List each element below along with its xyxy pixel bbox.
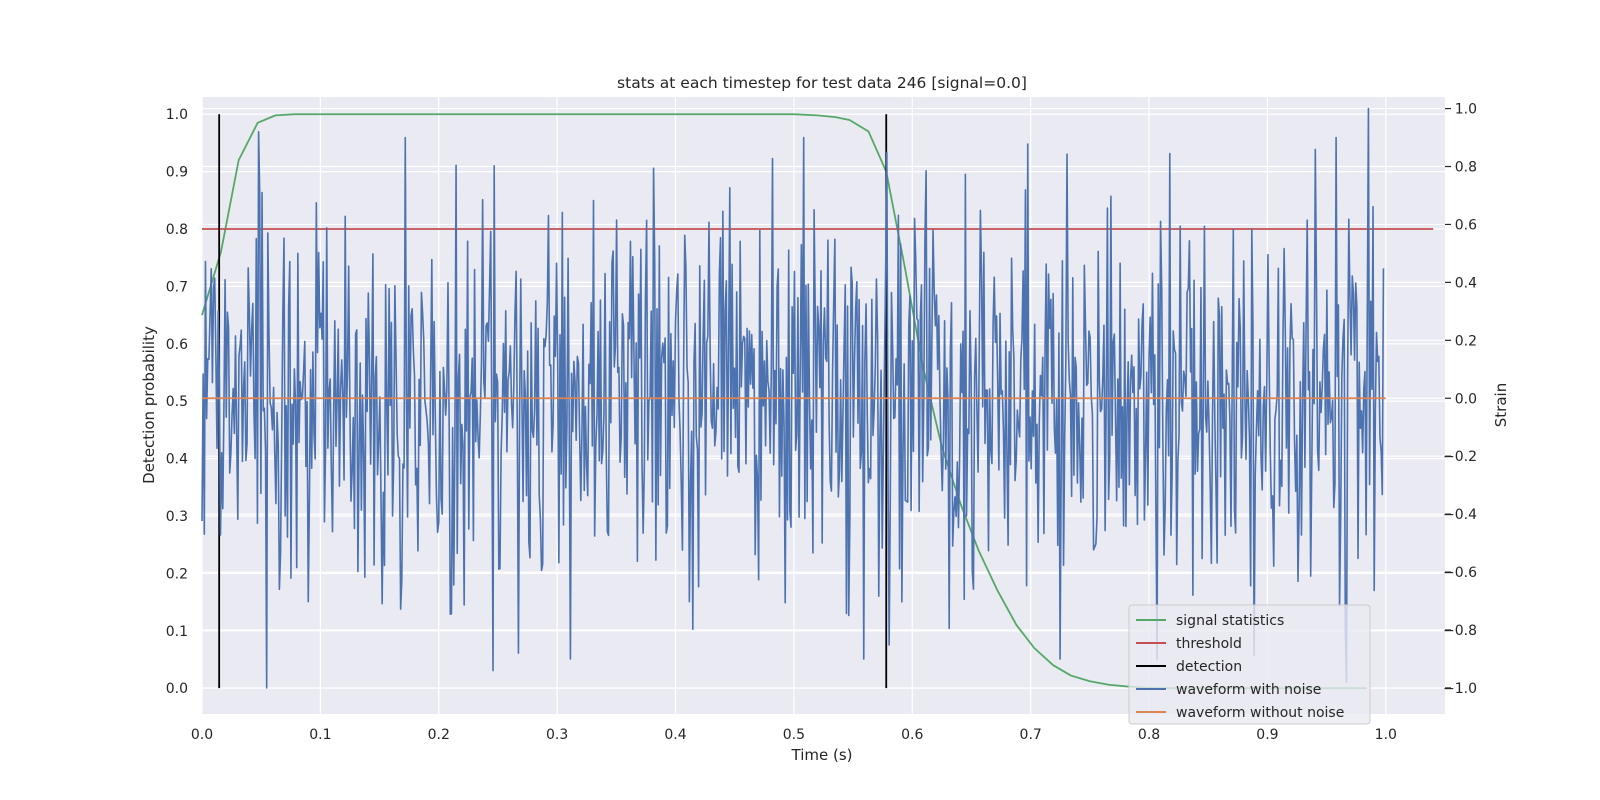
y-tick-label: 0.3 bbox=[166, 509, 188, 525]
x-tick-label: 1.0 bbox=[1375, 727, 1397, 743]
legend-label: waveform without noise bbox=[1176, 705, 1344, 721]
x-axis-label: Time (s) bbox=[791, 746, 853, 764]
x-tick-label: 0.9 bbox=[1256, 727, 1278, 743]
y2-axis-label: Strain bbox=[1492, 383, 1510, 427]
y2-tick-label: 0.2 bbox=[1455, 333, 1477, 349]
y2-tick-label: −1.0 bbox=[1443, 681, 1477, 697]
x-tick-label: 0.5 bbox=[783, 727, 805, 743]
y2-tick-label: 0.0 bbox=[1455, 391, 1477, 407]
y2-tick-label: 0.6 bbox=[1455, 217, 1477, 233]
y-tick-label: 0.0 bbox=[166, 681, 188, 697]
y2-tick-label: 0.4 bbox=[1455, 275, 1477, 291]
x-tick-label: 0.2 bbox=[428, 727, 450, 743]
y-tick-label: 0.5 bbox=[166, 394, 188, 410]
y2-tick-label: −0.8 bbox=[1443, 623, 1477, 639]
x-tick-label: 0.1 bbox=[309, 727, 331, 743]
legend-label: signal statistics bbox=[1176, 613, 1284, 629]
y2-tick-label: −0.2 bbox=[1443, 449, 1477, 465]
series-waveform-with-noise-line bbox=[201, 107, 1385, 689]
x-tick-label: 0.0 bbox=[191, 727, 213, 743]
legend-label: waveform with noise bbox=[1176, 682, 1321, 698]
y-tick-label: 0.7 bbox=[166, 279, 188, 295]
y-tick-label: 0.2 bbox=[166, 566, 188, 582]
y-axis-label: Detection probability bbox=[140, 326, 158, 484]
legend: signal statistics threshold detection wavef… bbox=[1128, 604, 1371, 725]
x-tick-label: 0.3 bbox=[546, 727, 568, 743]
series-layer bbox=[201, 107, 1434, 690]
y-tick-label: 0.8 bbox=[166, 222, 188, 238]
x-tick-label: 0.6 bbox=[901, 727, 923, 743]
y-tick-label: 0.6 bbox=[166, 337, 188, 353]
legend-label: threshold bbox=[1176, 636, 1242, 652]
y2-tick-label: −0.4 bbox=[1443, 507, 1477, 523]
y-tick-label: 0.1 bbox=[166, 624, 188, 640]
y-tick-label: 0.9 bbox=[166, 165, 188, 181]
chart-title: stats at each timestep for test data 246… bbox=[617, 74, 1027, 92]
x-tick-label: 0.4 bbox=[664, 727, 686, 743]
y-tick-label: 1.0 bbox=[166, 107, 188, 123]
legend-box bbox=[1128, 604, 1371, 725]
x-tick-label: 0.7 bbox=[1020, 727, 1042, 743]
x-tick-label: 0.8 bbox=[1138, 727, 1160, 743]
y2-tick-label: 0.8 bbox=[1455, 160, 1477, 176]
tick-layer: 0.0 0.1 0.2 0.3 0.4 0.5 0.6 0.7 0.8 0.9 1.0 0.0 0.1 0… bbox=[166, 102, 1477, 743]
y2-tick-label: −0.6 bbox=[1443, 565, 1477, 581]
y2-tick-label: 1.0 bbox=[1455, 102, 1477, 118]
legend-label: detection bbox=[1176, 659, 1242, 675]
y-tick-label: 0.4 bbox=[166, 452, 188, 468]
